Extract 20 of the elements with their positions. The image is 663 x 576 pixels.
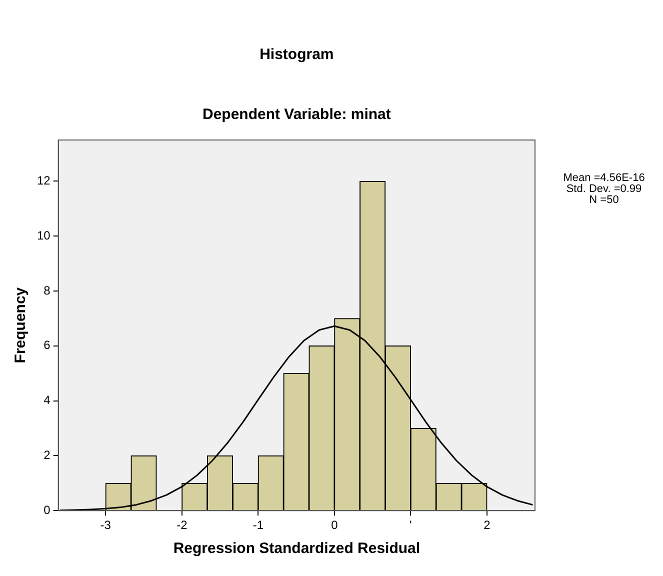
y-tick-label: 4: [44, 393, 51, 408]
text: Std. Dev. =0.99: [566, 183, 642, 196]
y-tick-label: 6: [44, 338, 51, 352]
y-tick-label: 2: [44, 448, 51, 462]
y-tick-label: 10: [36, 228, 51, 242]
x-tick-label: 2: [484, 518, 491, 532]
x-tick-label: ': [410, 518, 412, 532]
x-axis-title: Regression Standardized Residual: [173, 540, 420, 558]
text: N =50: [589, 194, 619, 206]
y-axis-title: Frequency: [12, 286, 30, 364]
y-tick-label: 8: [44, 283, 51, 298]
chart-subtitle: Dependent Variable: minat: [202, 106, 391, 124]
x-tick-label: -3: [100, 518, 112, 532]
x-tick-label: -2: [176, 518, 188, 532]
chart-title: Histogram: [260, 46, 334, 64]
y-tick-label: 12: [36, 173, 51, 188]
y-tick-label: 0: [44, 502, 51, 517]
x-tick-label: -1: [252, 518, 264, 532]
text: Mean =4.56E-16: [563, 172, 645, 184]
x-tick-label: 0: [331, 518, 338, 532]
